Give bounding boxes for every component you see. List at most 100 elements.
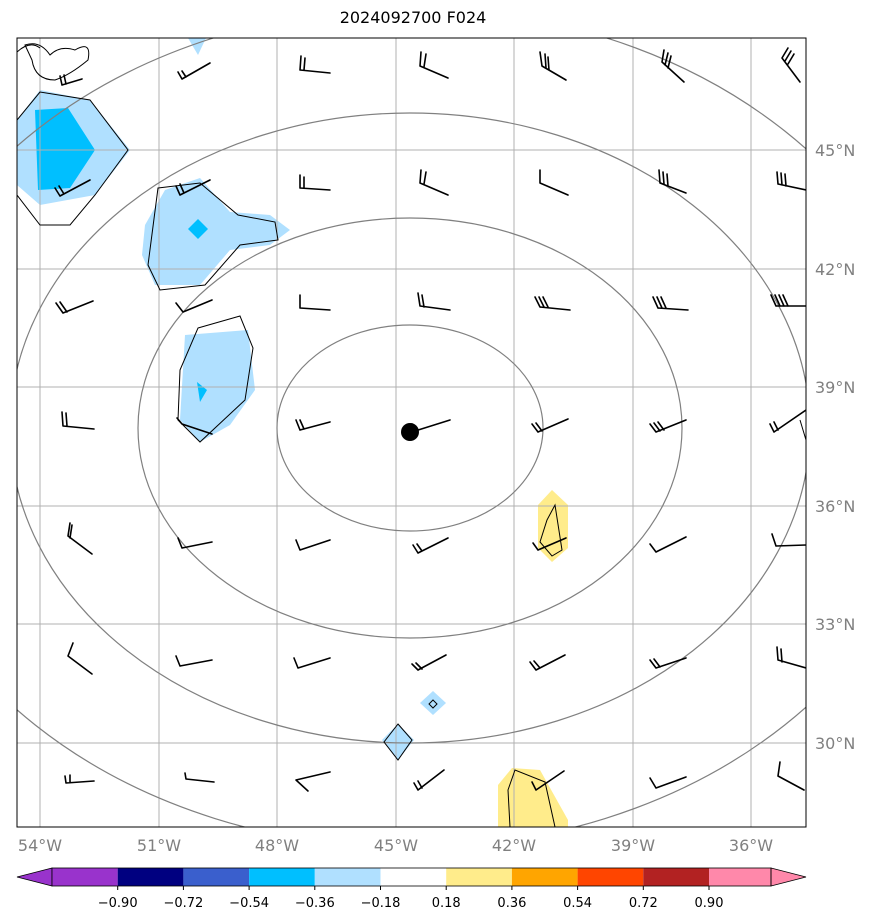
colorbar-tick-label: 0.90: [695, 896, 724, 911]
wind-barb: [771, 533, 806, 547]
colorbar-tick-label: 0.18: [432, 896, 461, 911]
wind-barb: [299, 294, 331, 311]
lat-axis: 45°N 42°N 39°N 36°N 33°N 30°N: [815, 141, 855, 753]
contour-51w: [147, 182, 279, 291]
lat-tick-label: 30°N: [815, 734, 855, 753]
wind-barb: [55, 300, 94, 314]
ring-2: [137, 217, 683, 639]
colorbar-segment: [249, 868, 315, 886]
shading-negative: [17, 38, 446, 760]
map-panel: [17, 38, 806, 827]
lon-tick-label: 45°W: [374, 836, 418, 855]
colorbar-segment: [511, 868, 578, 886]
wind-barb: [532, 537, 567, 551]
ring-1: [276, 324, 544, 532]
colorbar-segment: [314, 868, 381, 886]
wind-barb: [295, 419, 331, 431]
colorbar-segment: [643, 868, 709, 886]
wind-barb: [184, 772, 215, 783]
lon-tick-label: 39°W: [611, 836, 655, 855]
shade-region-42w: [498, 768, 568, 827]
wind-barb: [177, 62, 211, 80]
wind-barb: [419, 169, 449, 196]
lat-tick-label: 33°N: [815, 615, 855, 634]
colorbar-tick-label: −0.90: [98, 896, 138, 911]
wind-barb: [770, 294, 806, 307]
wind-barb: [417, 292, 451, 311]
wind-barb: [661, 49, 685, 83]
contour-50w: [177, 315, 254, 443]
wind-barb: [175, 299, 213, 313]
shade-region-nw-core: [35, 108, 95, 190]
colorbar-tick-label: −0.18: [361, 896, 401, 911]
wind-barb: [299, 55, 331, 74]
graticule: [17, 38, 806, 827]
contour-42w: [507, 769, 556, 827]
contour-nw: [17, 91, 129, 226]
lat-tick-label: 42°N: [815, 260, 855, 279]
wind-barb: [649, 657, 687, 669]
colorbar-tick-label: 0.72: [629, 896, 658, 911]
wind-barb: [59, 74, 83, 86]
colorbar-segment: [380, 868, 447, 886]
contour-44w: [428, 699, 438, 709]
contour-45w: [383, 723, 413, 761]
wind-barb: [529, 654, 566, 671]
wind-barb: [539, 51, 567, 81]
wind-barb: [411, 654, 447, 671]
wind-barb: [295, 771, 331, 792]
colorbar-segment: [709, 868, 771, 886]
shading-positive: [498, 490, 568, 827]
wind-barb: [419, 51, 449, 79]
colorbar-extend-high: [770, 867, 807, 887]
wind-barb: [649, 419, 687, 433]
wind-barb: [177, 537, 213, 549]
wind-barb: [295, 539, 331, 551]
shade-region-41w: [538, 490, 568, 562]
lon-tick-label: 48°W: [255, 836, 299, 855]
shade-region-51w: [142, 178, 290, 285]
wind-barb: [531, 418, 569, 433]
colorbar-segment: [52, 868, 118, 886]
lat-tick-label: 36°N: [815, 497, 855, 516]
wind-barb: [658, 169, 687, 194]
lat-tick-label: 45°N: [815, 141, 855, 160]
wind-barb: [299, 174, 331, 191]
wind-barb: [539, 169, 569, 196]
wind-barb: [531, 770, 565, 791]
colorbar-segment: [117, 868, 184, 886]
storm-center-marker: [401, 423, 419, 441]
wind-barb: [175, 655, 213, 667]
colorbar-tick-label: 0.36: [497, 896, 526, 911]
wind-barb: [176, 417, 213, 435]
contour-top-left: [24, 43, 90, 81]
wind-barb: [64, 774, 95, 784]
contour-41w: [539, 503, 563, 557]
wind-barb: [776, 646, 806, 669]
contour-lines: [17, 43, 806, 827]
colorbar: −0.90 −0.72 −0.54 −0.36 −0.18 0.18 0.36 …: [16, 867, 807, 911]
wind-barb: [649, 536, 687, 553]
colorbar-segment: [183, 868, 250, 886]
wind-barb: [769, 409, 806, 433]
wind-barb: [649, 776, 687, 789]
shade-region-44w: [420, 691, 446, 715]
wind-barb: [54, 179, 91, 197]
colorbar-tick-label: 0.54: [563, 896, 592, 911]
contour-east: [799, 419, 806, 441]
contour-top-left-2: [17, 44, 41, 53]
lon-tick-label: 54°W: [18, 836, 62, 855]
wind-barb: [412, 537, 449, 554]
lon-tick-label: 42°W: [492, 836, 536, 855]
wind-barb: [293, 657, 331, 669]
lon-axis: 54°W 51°W 48°W 45°W 42°W 39°W 36°W: [18, 836, 773, 855]
wind-barb: [175, 179, 211, 196]
shade-region-51w-core: [188, 219, 208, 239]
wind-barb: [781, 47, 801, 83]
colorbar-tick-label: −0.36: [295, 896, 335, 911]
colorbar-segment: [446, 868, 512, 886]
wind-barb: [534, 296, 571, 311]
wind-barb: [777, 761, 805, 791]
wind-barb: [652, 296, 689, 311]
